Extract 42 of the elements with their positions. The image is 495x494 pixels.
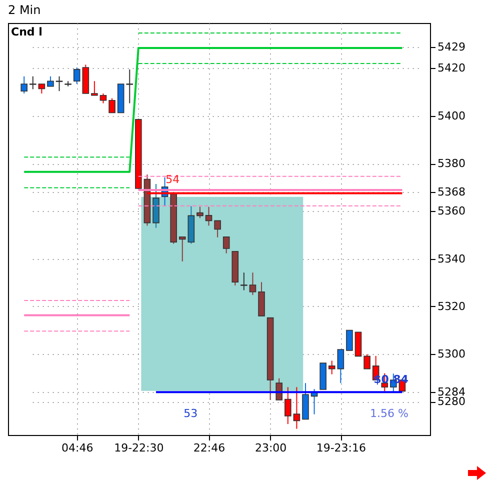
annotation: Cnd l <box>11 25 42 38</box>
y-tick-label: 5429 <box>438 40 466 54</box>
candlestick <box>56 76 63 92</box>
candlestick <box>337 349 344 384</box>
y-tick-label: 5320 <box>438 300 466 313</box>
candlestick <box>293 386 300 430</box>
annotation: 1.56 % <box>370 407 408 420</box>
candlestick <box>222 236 230 254</box>
candlestick <box>20 76 28 94</box>
x-tick-label: 19-23:16 <box>316 442 366 454</box>
candlestick <box>126 68 134 104</box>
candlestick <box>214 220 221 238</box>
x-tick-label: 19-22:30 <box>114 442 164 454</box>
candlestick <box>108 98 116 114</box>
y-tick-label: 5280 <box>438 395 466 408</box>
chart-title: 2 Min <box>8 3 41 17</box>
candlestick <box>196 206 204 219</box>
y-tick-label: 5300 <box>438 348 466 361</box>
candlestick <box>284 386 292 425</box>
candlestick <box>205 206 212 226</box>
x-tick-label: 23:00 <box>254 442 287 454</box>
annotation: 53 <box>184 407 198 420</box>
y-tick-label: 5340 <box>438 252 466 266</box>
y-tick-label: 5420 <box>438 62 466 75</box>
annotation: 54 <box>166 173 180 186</box>
candlestick <box>91 80 98 96</box>
candlestick <box>249 272 256 296</box>
y-tick-label: 5368 <box>438 186 466 199</box>
candlestick <box>47 76 54 87</box>
candlestick <box>100 92 107 104</box>
candlestick <box>346 330 353 351</box>
y-tick-label: 5400 <box>438 109 466 122</box>
candlestick <box>38 83 46 94</box>
candlestick <box>178 236 186 262</box>
candlestick <box>29 76 36 90</box>
candlestick <box>364 354 370 370</box>
candlestick <box>240 272 248 291</box>
candlestick <box>328 360 336 375</box>
x-tick-label: 22:46 <box>193 442 226 454</box>
y-tick-label: 5360 <box>438 204 466 218</box>
y-tick-label: 5380 <box>438 157 466 170</box>
x-tick-label: 04:46 <box>62 442 94 454</box>
